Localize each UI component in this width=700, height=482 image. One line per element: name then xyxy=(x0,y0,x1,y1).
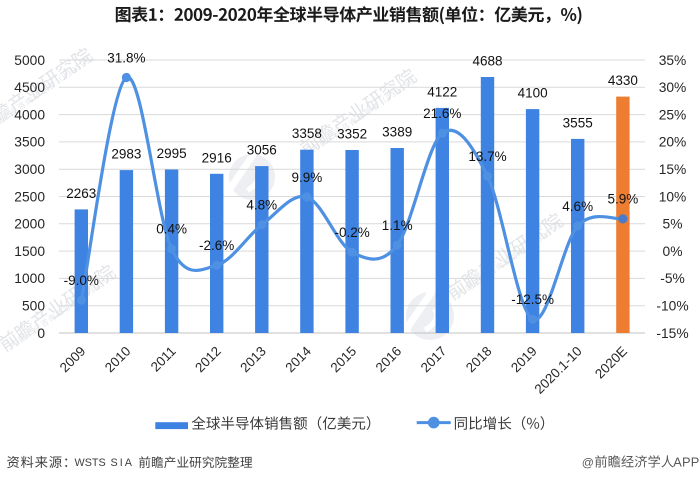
svg-text:2995: 2995 xyxy=(157,146,187,161)
svg-text:4000: 4000 xyxy=(14,107,45,122)
svg-text:1500: 1500 xyxy=(14,244,45,259)
svg-text:4.8%: 4.8% xyxy=(246,198,277,213)
svg-text:5%: 5% xyxy=(663,217,683,232)
svg-text:3500: 3500 xyxy=(14,135,45,150)
svg-text:4100: 4100 xyxy=(518,86,548,101)
svg-text:APP: APP xyxy=(673,455,699,470)
svg-text:SIA: SIA xyxy=(111,457,134,469)
svg-text:-2.6%: -2.6% xyxy=(199,238,234,253)
svg-text:1000: 1000 xyxy=(14,271,45,286)
svg-text:4500: 4500 xyxy=(14,80,45,95)
svg-text:25%: 25% xyxy=(659,107,687,122)
svg-text:20%: 20% xyxy=(659,135,687,150)
svg-text:2983: 2983 xyxy=(111,147,141,162)
svg-text:-0.2%: -0.2% xyxy=(334,225,369,240)
svg-text:0%: 0% xyxy=(663,244,683,259)
svg-text:5.9%: 5.9% xyxy=(608,192,639,207)
svg-text:3352: 3352 xyxy=(337,127,367,142)
svg-text:2916: 2916 xyxy=(202,150,232,165)
svg-text:500: 500 xyxy=(22,299,45,314)
svg-text:0: 0 xyxy=(37,326,45,341)
svg-text:0.4%: 0.4% xyxy=(156,222,187,237)
svg-text:4330: 4330 xyxy=(608,73,638,88)
svg-text:4122: 4122 xyxy=(427,84,457,99)
svg-text:2263: 2263 xyxy=(66,186,96,201)
svg-text:-15%: -15% xyxy=(656,326,688,341)
svg-text:-9.0%: -9.0% xyxy=(64,273,99,288)
svg-text:3056: 3056 xyxy=(247,143,277,158)
svg-text:-5%: -5% xyxy=(660,271,685,286)
svg-text:10%: 10% xyxy=(659,189,687,204)
svg-text:30%: 30% xyxy=(659,80,687,95)
svg-text:2500: 2500 xyxy=(14,189,45,204)
svg-text:31.8%: 31.8% xyxy=(107,50,145,65)
svg-text:-12.5%: -12.5% xyxy=(511,292,554,307)
svg-text:35%: 35% xyxy=(659,53,687,68)
svg-text:4688: 4688 xyxy=(472,54,502,69)
svg-text:4.6%: 4.6% xyxy=(562,199,593,214)
svg-text:-10%: -10% xyxy=(656,299,688,314)
svg-text:5000: 5000 xyxy=(14,53,45,68)
svg-text:2000: 2000 xyxy=(14,217,45,232)
svg-text:@: @ xyxy=(582,456,594,470)
svg-text:9.9%: 9.9% xyxy=(292,170,323,185)
svg-text:3555: 3555 xyxy=(563,115,593,130)
svg-text:1.1%: 1.1% xyxy=(382,218,413,233)
svg-text:3389: 3389 xyxy=(382,125,412,140)
svg-text:3358: 3358 xyxy=(292,126,322,141)
svg-text:13.7%: 13.7% xyxy=(468,149,506,164)
svg-text:21.6%: 21.6% xyxy=(423,106,461,121)
svg-text:WSTS: WSTS xyxy=(75,457,106,469)
svg-text:15%: 15% xyxy=(659,162,687,177)
svg-text:3000: 3000 xyxy=(14,162,45,177)
